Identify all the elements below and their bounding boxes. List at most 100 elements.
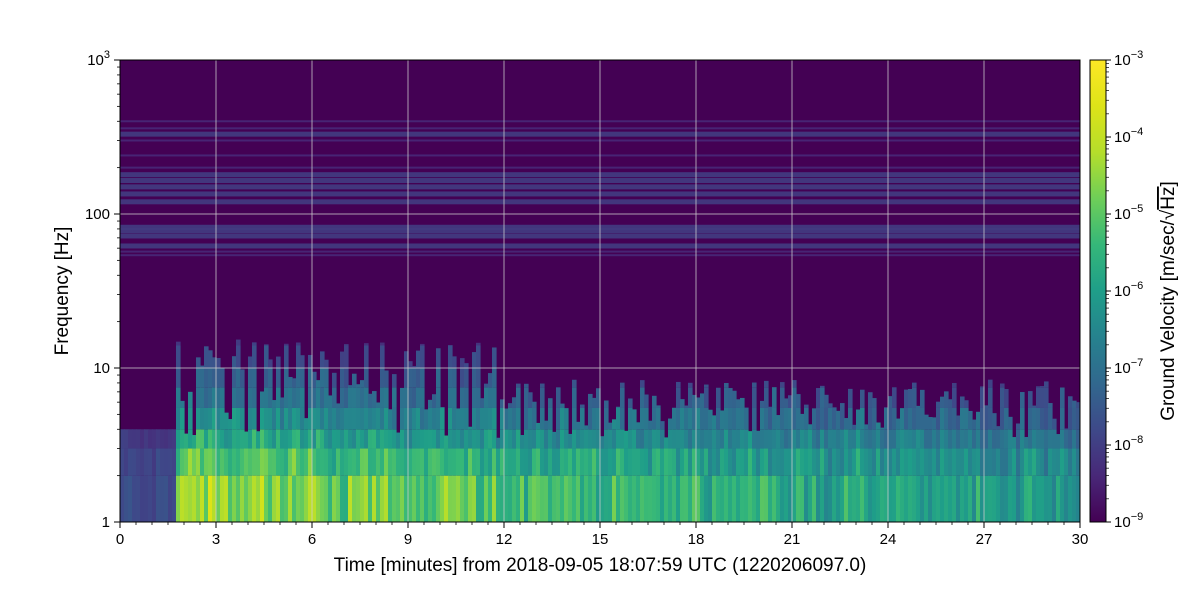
heatmap-cell: [480, 398, 485, 408]
heatmap-cell: [1076, 475, 1080, 522]
heatmap-cell: [832, 475, 837, 522]
heatmap-cell: [236, 407, 241, 430]
heatmap-cell: [516, 429, 521, 449]
heatmap-cell: [288, 407, 293, 430]
heatmap-cell: [448, 345, 453, 368]
heatmap-cell: [996, 429, 1001, 449]
heatmap-cell: [716, 429, 721, 449]
heatmap-cell: [212, 429, 217, 449]
heatmap-cell: [140, 448, 145, 476]
heatmap-cell: [892, 387, 897, 408]
heatmap-cell: [248, 407, 253, 430]
heatmap-cell: [796, 429, 801, 449]
heatmap-cell: [848, 448, 853, 476]
heatmap-cell: [200, 475, 205, 522]
heatmap-cell: [560, 448, 565, 476]
heatmap-cell: [280, 397, 285, 408]
heatmap-cell: [516, 383, 521, 388]
heatmap-cell: [964, 400, 969, 408]
heatmap-cell: [360, 475, 365, 522]
heatmap-cell: [332, 475, 337, 522]
heatmap-cell: [156, 448, 161, 476]
heatmap-cell: [816, 429, 821, 449]
heatmap-cell: [248, 429, 253, 449]
heatmap-cell: [776, 429, 781, 449]
heatmap-cell: [880, 448, 885, 476]
heatmap-cell: [816, 388, 821, 408]
heatmap-cell: [360, 429, 365, 449]
heatmap-cell: [500, 448, 505, 476]
heatmap-cell: [384, 370, 389, 388]
heatmap-cell: [180, 475, 185, 522]
heatmap-cell: [1068, 396, 1073, 408]
heatmap-cell: [692, 429, 697, 449]
heatmap-cell: [236, 345, 241, 368]
heatmap-cell: [1040, 407, 1045, 430]
heatmap-cell: [764, 475, 769, 522]
x-tick-label: 15: [592, 531, 609, 548]
heatmap-cell: [876, 448, 881, 476]
heatmap-cell: [200, 387, 205, 408]
heatmap-cell: [524, 387, 529, 408]
heatmap-cell: [916, 429, 921, 449]
heatmap-cell: [676, 429, 681, 449]
heatmap-cell: [920, 448, 925, 476]
heatmap-cell: [496, 448, 501, 476]
heatmap-cell: [800, 429, 805, 449]
heatmap-cell: [844, 429, 849, 449]
heatmap-cell: [688, 407, 693, 430]
heatmap-cell: [256, 431, 261, 449]
heatmap-cell: [264, 344, 269, 346]
y-tick-label: 1: [102, 514, 110, 531]
heatmap-cell: [428, 448, 433, 476]
heatmap-cell: [636, 429, 641, 449]
heatmap-cell: [492, 429, 497, 449]
heatmap-cell: [380, 475, 385, 522]
plot-area: [119, 59, 1081, 523]
heatmap-cell: [664, 475, 669, 522]
heatmap-cell: [956, 475, 961, 522]
heatmap-cell: [1016, 475, 1021, 522]
heatmap-cell: [872, 407, 877, 430]
heatmap-cell: [760, 475, 765, 522]
heatmap-cell: [724, 407, 729, 430]
heatmap-cell: [540, 383, 545, 388]
heatmap-cell: [1060, 429, 1065, 449]
heatmap-cell: [476, 448, 481, 476]
colorbar-tick-label: 10−4: [1114, 126, 1143, 146]
heatmap-cell: [996, 448, 1001, 476]
heatmap-cell: [440, 448, 445, 476]
heatmap-cell: [472, 448, 477, 476]
heatmap-cell: [508, 448, 513, 476]
heatmap-cell: [732, 429, 737, 449]
heatmap-cell: [908, 475, 913, 522]
heatmap-cell: [460, 475, 465, 522]
heatmap-cell: [348, 387, 353, 408]
heatmap-cell: [624, 430, 629, 449]
heatmap-cell: [460, 407, 465, 430]
heatmap-cell: [364, 407, 369, 430]
heatmap-cell: [952, 448, 957, 476]
heatmap-cell: [188, 475, 193, 522]
heatmap-cell: [712, 415, 717, 430]
heatmap-cell: [884, 407, 889, 430]
heatmap-cell: [800, 475, 805, 522]
x-tick-label: 18: [688, 531, 705, 548]
heatmap-cell: [840, 403, 845, 408]
heatmap-cell: [496, 475, 501, 522]
heatmap-cell: [652, 475, 657, 522]
heatmap-cell: [544, 448, 549, 476]
heatmap-cell: [900, 448, 905, 476]
heatmap-cell: [1028, 448, 1033, 476]
heatmap-cell: [996, 426, 1001, 430]
heatmap-cell: [648, 448, 653, 476]
heatmap-cell: [228, 475, 233, 522]
heatmap-cell: [896, 448, 901, 476]
heatmap-cell: [120, 448, 125, 476]
heatmap-cell: [860, 475, 865, 522]
heatmap-cell: [204, 475, 209, 522]
heatmap-cell: [216, 475, 221, 522]
heatmap-cell: [940, 429, 945, 449]
heatmap-cell: [456, 448, 461, 476]
heatmap-cell: [240, 429, 245, 449]
